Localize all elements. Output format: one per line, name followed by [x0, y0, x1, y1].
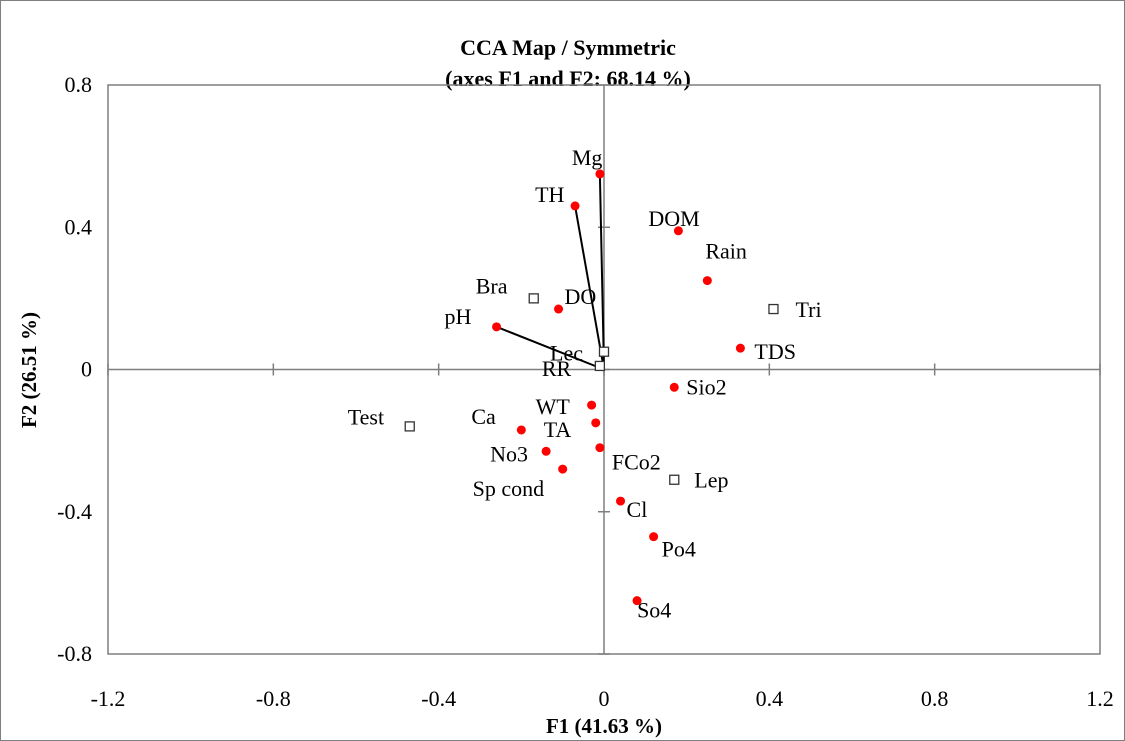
variable-point-tds: [735, 343, 745, 353]
x-tick-label: 0: [599, 686, 610, 711]
variable-point-ca: [516, 425, 526, 435]
variable-label-sp-cond: Sp cond: [473, 476, 544, 501]
x-tick-label: 0.4: [756, 686, 784, 711]
x-tick-label: -0.4: [421, 686, 456, 711]
variable-label-dom: DOM: [648, 206, 699, 231]
variable-label-ca: Ca: [471, 404, 496, 429]
object-label-rr: RR: [542, 356, 572, 381]
variable-label-ta: TA: [544, 417, 572, 442]
variable-point-no3: [541, 446, 551, 456]
x-tick-label: 1.2: [1086, 686, 1114, 711]
tick-labels: -1.2 -0.8 -0.4 0 0.4 0.8 1.2 0.8 0.4 0 -0.4 -0.8: [57, 72, 1114, 711]
y-tick-label: -0.4: [57, 499, 92, 524]
y-tick-label: 0: [81, 357, 92, 382]
variable-point-ph: [492, 322, 502, 332]
x-tick-label: -1.2: [91, 686, 126, 711]
object-marker-bra: [528, 293, 539, 304]
object-marker-lep: [669, 474, 680, 485]
object-label-lep: Lep: [694, 468, 728, 493]
object-label-lec: Lec: [550, 341, 583, 366]
variable-label-rain: Rain: [705, 239, 747, 264]
variable-point-so4: [632, 596, 642, 606]
vector-ph: [496, 325, 605, 371]
variable-label-do: DO: [565, 284, 597, 309]
variable-point-dom: [673, 226, 683, 236]
variable-point-sio2: [669, 382, 679, 392]
y-tick-label: -0.8: [57, 641, 92, 666]
variable-point-sp-cond: [558, 464, 568, 474]
chart-title: CCA Map / Symmetric: [460, 35, 676, 60]
variable-label-no3: No3: [490, 441, 528, 466]
vector-th: [574, 205, 605, 370]
variable-point-mg: [595, 169, 605, 179]
object-label-tri: Tri: [795, 297, 821, 322]
variable-label-ph: pH: [445, 304, 472, 329]
variable-label-sio2: Sio2: [686, 374, 726, 399]
variable-label-fco2: FCo2: [612, 450, 661, 475]
x-tick-label: 0.8: [921, 686, 949, 711]
variable-label-th: TH: [535, 182, 564, 207]
chart-subtitle: (axes F1 and F2: 68.14 %): [445, 66, 691, 91]
variable-label-mg: Mg: [572, 145, 603, 170]
variable-point-cl: [616, 496, 626, 506]
variable-point-ta: [591, 418, 601, 428]
y-tick-label: 0.8: [65, 72, 93, 97]
variable-label-po4: Po4: [662, 537, 696, 562]
vector-mg: [598, 173, 605, 370]
object-marker-rr: [594, 360, 606, 372]
variable-point-po4: [649, 532, 659, 542]
variable-point-fco2: [595, 443, 605, 453]
variable-label-wt: WT: [536, 394, 571, 419]
variable-label-tds: TDS: [754, 339, 796, 364]
x-tick-label: -0.8: [256, 686, 291, 711]
object-marker-tri: [768, 303, 779, 315]
variable-label-cl: Cl: [627, 497, 648, 522]
y-tick-label: 0.4: [65, 214, 93, 239]
variable-label-so4: So4: [637, 598, 671, 623]
variable-point-wt: [587, 400, 597, 410]
object-marker-lec: [598, 346, 610, 357]
x-axis-title: F1 (41.63 %): [546, 714, 662, 738]
object-label-test: Test: [348, 404, 384, 429]
object-label-bra: Bra: [476, 273, 508, 298]
object-marker-test: [404, 421, 415, 432]
variable-vectors: [496, 173, 605, 371]
variable-point-rain: [702, 276, 712, 286]
variable-point-th: [570, 201, 580, 211]
variable-point-do: [554, 304, 564, 314]
y-axis-title: F2 (26.51 %): [17, 312, 41, 428]
